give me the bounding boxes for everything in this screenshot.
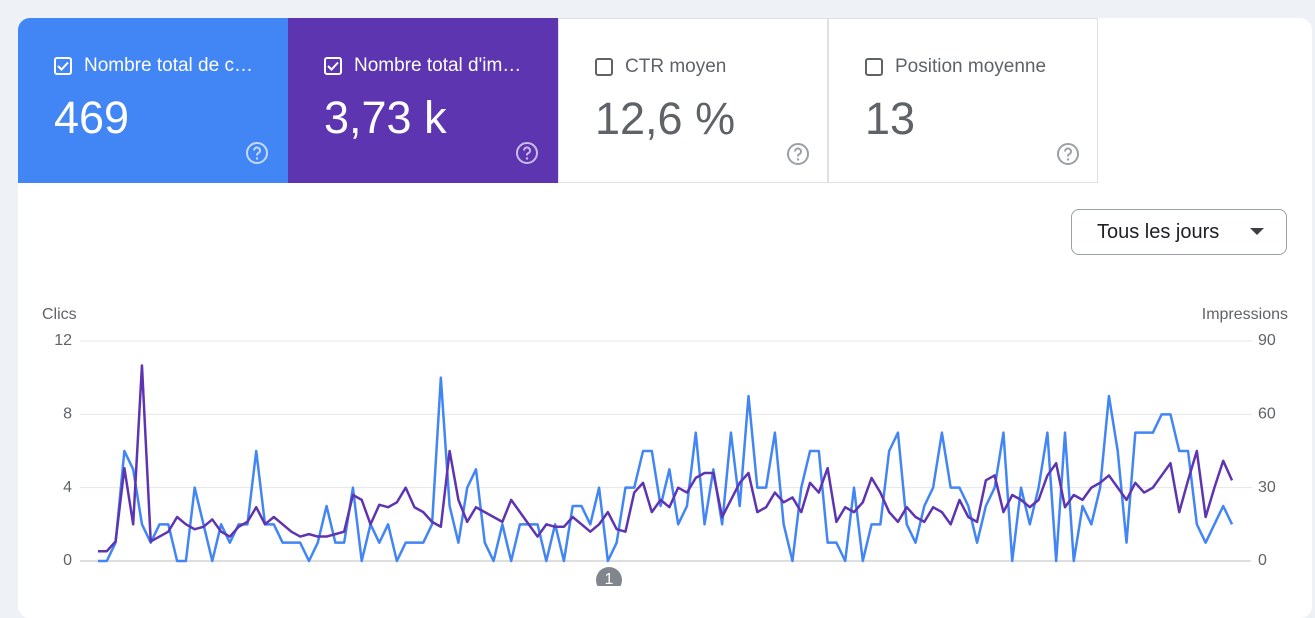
metric-value: 12,6 % <box>595 93 736 144</box>
checkbox[interactable] <box>595 58 613 76</box>
annotation-label: 1 <box>605 571 614 586</box>
y-tick-label: 12 <box>54 332 72 349</box>
metric-value: 13 <box>865 93 916 144</box>
page: {"metrics": [ {"label": "Nombre total de… <box>18 18 1312 618</box>
y2-tick-label: 90 <box>1258 332 1276 349</box>
y2-tick-label: 60 <box>1258 406 1276 423</box>
dropdown-arrow <box>1250 228 1264 235</box>
metric-tile[interactable]: CTR moyen 12,6 % <box>558 18 828 183</box>
y-tick-label: 4 <box>63 479 72 496</box>
annotation-marker <box>596 567 622 586</box>
checkbox-checked[interactable] <box>324 57 342 75</box>
series-line <box>98 364 1234 553</box>
metric-label: Nombre total de c… <box>84 55 253 76</box>
metric-tile[interactable]: Position moyenne 13 <box>828 18 1098 183</box>
dropdown-label: Tous les jours <box>1097 221 1220 243</box>
metric-label: Nombre total d'im… <box>354 55 522 76</box>
help-icon[interactable] <box>786 142 810 166</box>
metric-tile[interactable]: Nombre total de c… 469 <box>18 18 288 183</box>
series-line <box>98 376 1234 563</box>
chart: Clics Impressions 0 4 8 12 0 30 60 90 1 <box>42 306 1288 586</box>
checkbox-checked[interactable] <box>54 57 72 75</box>
y2-axis-title: Impressions <box>1202 306 1288 323</box>
y2-tick-label: 0 <box>1258 552 1267 569</box>
y-tick-label: 8 <box>63 406 72 423</box>
help-icon[interactable] <box>515 141 539 165</box>
performance-card: Nombre total de c… 469 Nombre total d'im… <box>18 18 1312 618</box>
metric-label: Position moyenne <box>895 56 1047 77</box>
metric-tile[interactable]: Nombre total d'im… 3,73 k <box>288 18 558 183</box>
metric-value: 3,73 k <box>324 92 447 143</box>
y-axis-title: Clics <box>42 306 77 323</box>
metric-label: CTR moyen <box>625 56 727 77</box>
checkbox[interactable] <box>865 58 883 76</box>
metric-value: 469 <box>54 92 130 143</box>
y2-tick-label: 30 <box>1258 479 1276 496</box>
help-icon[interactable] <box>245 141 269 165</box>
y-tick-label: 0 <box>63 552 72 569</box>
period-dropdown[interactable]: Tous les jours <box>1071 209 1287 255</box>
help-icon[interactable] <box>1056 142 1080 166</box>
